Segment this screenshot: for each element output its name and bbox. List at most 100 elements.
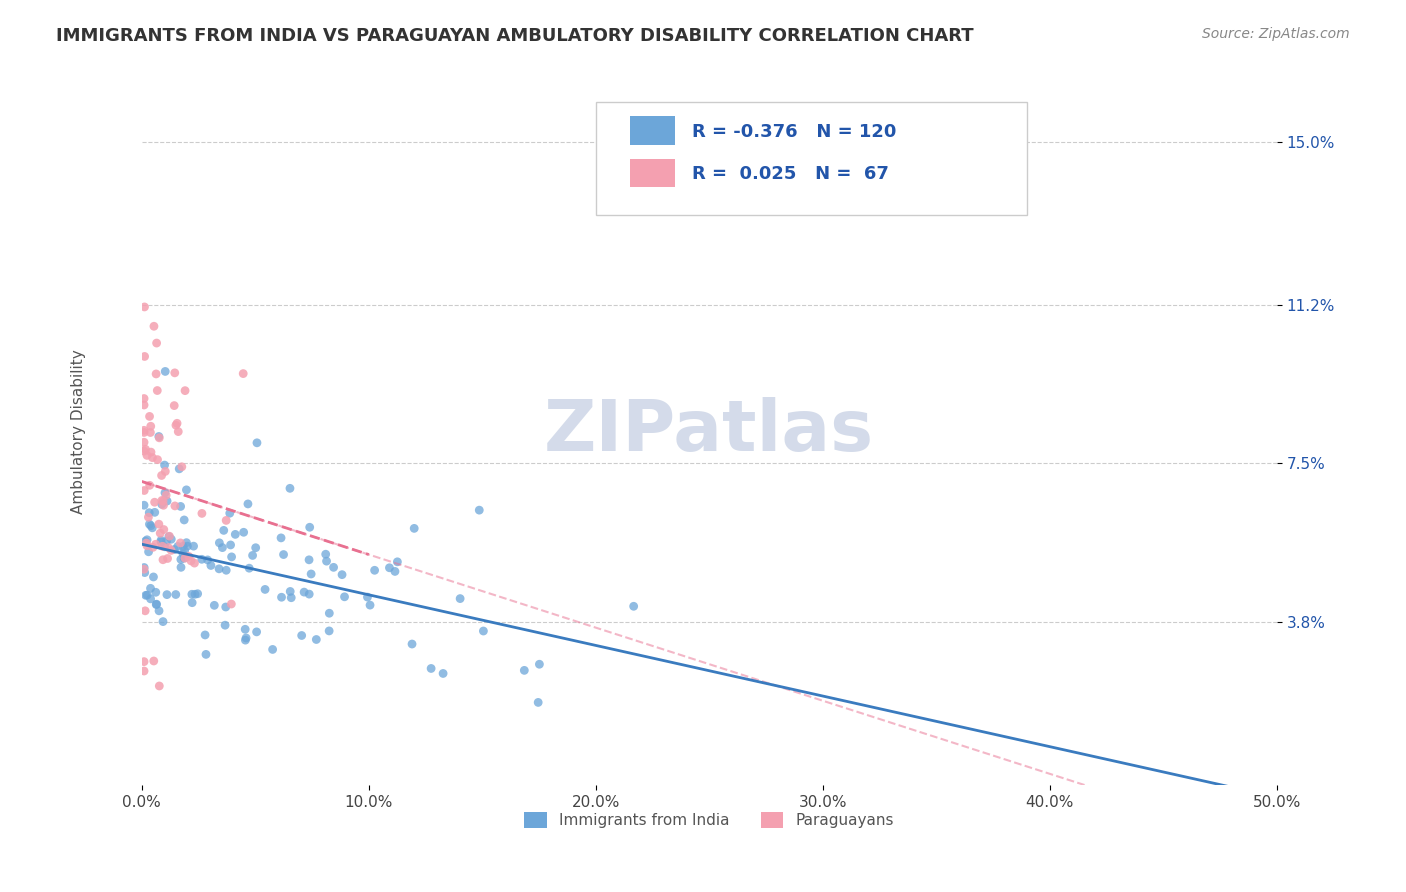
Point bbox=[143, 495, 166, 509]
Point bbox=[148, 517, 170, 532]
Point bbox=[138, 545, 160, 559]
Point bbox=[363, 563, 385, 577]
Point bbox=[174, 384, 197, 398]
Point bbox=[132, 398, 155, 412]
Point bbox=[132, 655, 155, 669]
Point bbox=[150, 535, 173, 549]
Text: ZIPatlas: ZIPatlas bbox=[544, 397, 875, 466]
Point bbox=[270, 531, 292, 545]
Point bbox=[153, 540, 176, 554]
Point bbox=[215, 599, 238, 614]
Point bbox=[150, 497, 173, 511]
Point bbox=[143, 319, 166, 334]
Point bbox=[194, 628, 217, 642]
Point bbox=[218, 506, 240, 520]
Point bbox=[146, 384, 169, 398]
Point bbox=[176, 535, 198, 549]
Point bbox=[134, 604, 156, 618]
Point bbox=[132, 435, 155, 450]
Point bbox=[160, 543, 183, 558]
Bar bbox=[630, 116, 675, 145]
Point bbox=[138, 517, 160, 532]
Point bbox=[180, 587, 202, 601]
Point bbox=[270, 591, 292, 605]
Point bbox=[404, 521, 426, 535]
Point bbox=[170, 459, 193, 474]
Point bbox=[152, 615, 174, 629]
Point bbox=[136, 588, 159, 602]
Point bbox=[153, 485, 176, 500]
Text: R =  0.025   N =  67: R = 0.025 N = 67 bbox=[692, 165, 889, 184]
Point bbox=[136, 539, 159, 553]
Point bbox=[139, 445, 162, 459]
Point bbox=[155, 364, 177, 378]
Point bbox=[420, 661, 443, 675]
Point bbox=[174, 551, 197, 566]
Point bbox=[315, 554, 337, 568]
Point bbox=[333, 590, 356, 604]
Point bbox=[187, 587, 209, 601]
Point bbox=[132, 423, 155, 437]
Point bbox=[298, 553, 321, 567]
Point bbox=[142, 541, 165, 555]
Point bbox=[134, 350, 156, 364]
Point bbox=[468, 503, 491, 517]
Point bbox=[139, 419, 162, 434]
Point bbox=[176, 483, 198, 497]
Point bbox=[155, 464, 177, 478]
Point bbox=[254, 582, 277, 597]
Point bbox=[359, 598, 381, 612]
Point bbox=[278, 481, 301, 495]
Point bbox=[157, 530, 180, 544]
Point bbox=[145, 336, 167, 351]
Point bbox=[150, 468, 173, 483]
Point bbox=[136, 533, 159, 547]
Point bbox=[172, 539, 194, 553]
Point bbox=[513, 664, 536, 678]
Point bbox=[298, 520, 321, 534]
Point bbox=[135, 588, 157, 602]
Point bbox=[221, 549, 243, 564]
Point bbox=[150, 533, 173, 548]
Point bbox=[167, 425, 190, 439]
Point bbox=[529, 657, 551, 672]
Point bbox=[245, 541, 267, 555]
Point bbox=[233, 622, 256, 636]
Point bbox=[163, 399, 186, 413]
Point bbox=[212, 524, 235, 538]
Point bbox=[157, 541, 180, 555]
Point bbox=[146, 452, 169, 467]
Point bbox=[432, 666, 454, 681]
Text: IMMIGRANTS FROM INDIA VS PARAGUAYAN AMBULATORY DISABILITY CORRELATION CHART: IMMIGRANTS FROM INDIA VS PARAGUAYAN AMBU… bbox=[56, 27, 974, 45]
Point bbox=[190, 552, 212, 566]
Point bbox=[202, 599, 225, 613]
Point bbox=[136, 449, 159, 463]
Point bbox=[246, 435, 269, 450]
Point bbox=[169, 500, 191, 514]
Point bbox=[152, 494, 174, 508]
Point bbox=[173, 543, 195, 558]
Point bbox=[166, 540, 188, 554]
Point bbox=[401, 637, 423, 651]
Point bbox=[156, 551, 179, 566]
Point bbox=[134, 483, 156, 498]
Point bbox=[181, 596, 204, 610]
Point bbox=[167, 462, 190, 476]
Point bbox=[235, 631, 257, 645]
Point bbox=[132, 444, 155, 458]
Point bbox=[135, 536, 157, 550]
Point bbox=[330, 567, 353, 582]
Point bbox=[139, 591, 162, 606]
Point bbox=[145, 367, 167, 381]
Point bbox=[145, 537, 167, 551]
Point bbox=[191, 507, 214, 521]
Legend: Immigrants from India, Paraguayans: Immigrants from India, Paraguayans bbox=[519, 805, 900, 834]
Point bbox=[221, 597, 243, 611]
Point bbox=[224, 527, 246, 541]
Point bbox=[156, 494, 179, 508]
Point bbox=[356, 590, 378, 604]
Point bbox=[208, 536, 231, 550]
Point bbox=[156, 588, 179, 602]
Point bbox=[262, 642, 284, 657]
Point bbox=[152, 498, 174, 512]
